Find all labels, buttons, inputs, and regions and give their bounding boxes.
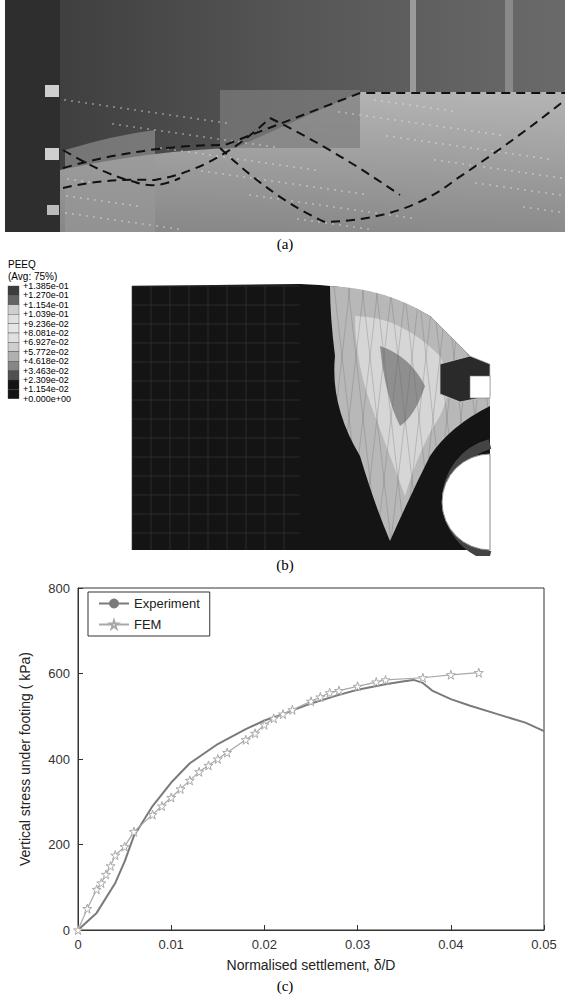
svg-text:Vertical stress under footing: Vertical stress under footing ( kPa)	[17, 652, 33, 866]
svg-text:0.02: 0.02	[252, 937, 277, 952]
svg-text:0.01: 0.01	[159, 937, 184, 952]
svg-text:+1.385e-01: +1.385e-01	[23, 281, 69, 291]
svg-text:+8.081e-02: +8.081e-02	[23, 328, 69, 338]
svg-text:400: 400	[48, 752, 70, 767]
svg-text:0.05: 0.05	[531, 937, 556, 952]
svg-text:+1.039e-01: +1.039e-01	[23, 309, 69, 320]
svg-text:0: 0	[63, 923, 70, 938]
html-text:(a): (a)	[276, 236, 294, 252]
svg-text:Normalised settlement, δ/D: Normalised settlement, δ/D	[227, 957, 396, 973]
svg-text:FEM: FEM	[134, 617, 161, 632]
svg-text:+1.270e-01: +1.270e-01	[23, 290, 69, 301]
svg-text:200: 200	[48, 837, 70, 852]
svg-text:(Avg: 75%): (Avg: 75%)	[8, 271, 58, 282]
svg-text:+3.463e-02: +3.463e-02	[23, 365, 69, 376]
svg-text:0.04: 0.04	[438, 937, 463, 952]
svg-text:0: 0	[74, 937, 81, 952]
svg-text:600: 600	[48, 666, 70, 681]
svg-text:PEEQ: PEEQ	[8, 259, 36, 270]
svg-text:+9.236e-02: +9.236e-02	[23, 318, 69, 329]
svg-text:Experiment: Experiment	[134, 596, 200, 611]
html-text:(b): (b)	[276, 557, 294, 573]
svg-text:+0.000e+00: +0.000e+00	[23, 394, 71, 404]
svg-text:800: 800	[48, 581, 70, 596]
svg-text:+1.154e-02: +1.154e-02	[23, 384, 69, 395]
svg-text:0.03: 0.03	[345, 937, 370, 952]
svg-text:+4.618e-02: +4.618e-02	[23, 356, 69, 367]
svg-text:+2.309e-02: +2.309e-02	[23, 375, 69, 385]
svg-text:+6.927e-02: +6.927e-02	[23, 337, 69, 348]
svg-text:+5.772e-02: +5.772e-02	[23, 346, 69, 357]
html-text:(c): (c)	[276, 978, 294, 994]
svg-text:+1.154e-01: +1.154e-01	[23, 299, 69, 310]
